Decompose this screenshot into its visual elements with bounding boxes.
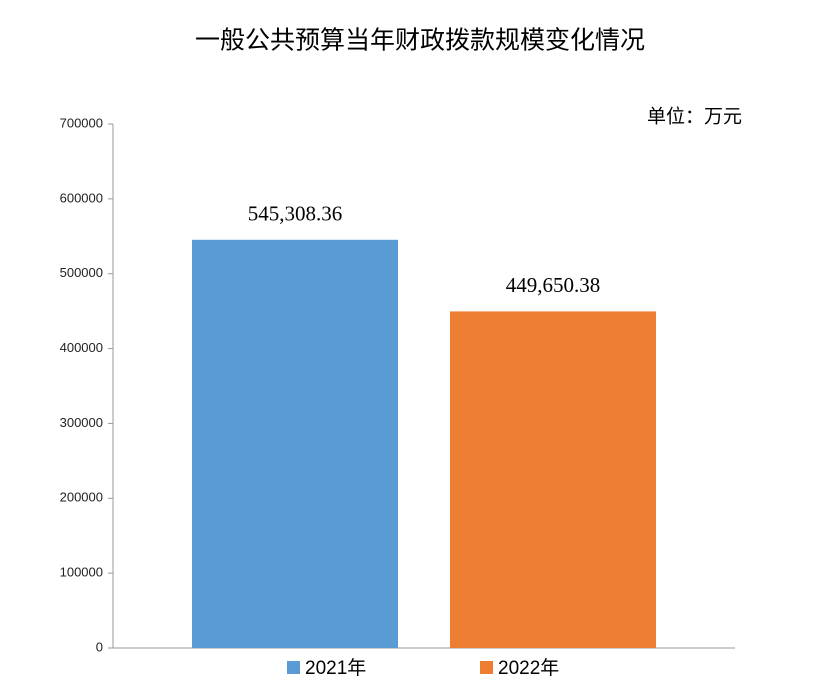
y-tick-label: 300000 [60, 415, 103, 430]
y-tick-label: 600000 [60, 190, 103, 205]
legend-swatch [480, 661, 493, 674]
y-tick-label: 400000 [60, 340, 103, 355]
bar [192, 239, 398, 649]
chart-title: 一般公共预算当年财政拨款规模变化情况 [195, 26, 645, 55]
value-label: 449,650.38 [506, 273, 601, 297]
y-tick-label: 200000 [60, 490, 103, 505]
y-tick-label: 700000 [60, 115, 103, 130]
value-label: 545,308.36 [248, 202, 343, 226]
bar [450, 311, 656, 648]
y-tick-label: 500000 [60, 265, 103, 280]
y-tick-label: 0 [96, 639, 103, 654]
legend-label: 2022年 [498, 657, 559, 679]
unit-annotation: 单位：万元 [647, 106, 742, 128]
y-tick-label: 100000 [60, 565, 103, 580]
legend-swatch [287, 661, 300, 674]
legend-label: 2021年 [305, 657, 366, 679]
